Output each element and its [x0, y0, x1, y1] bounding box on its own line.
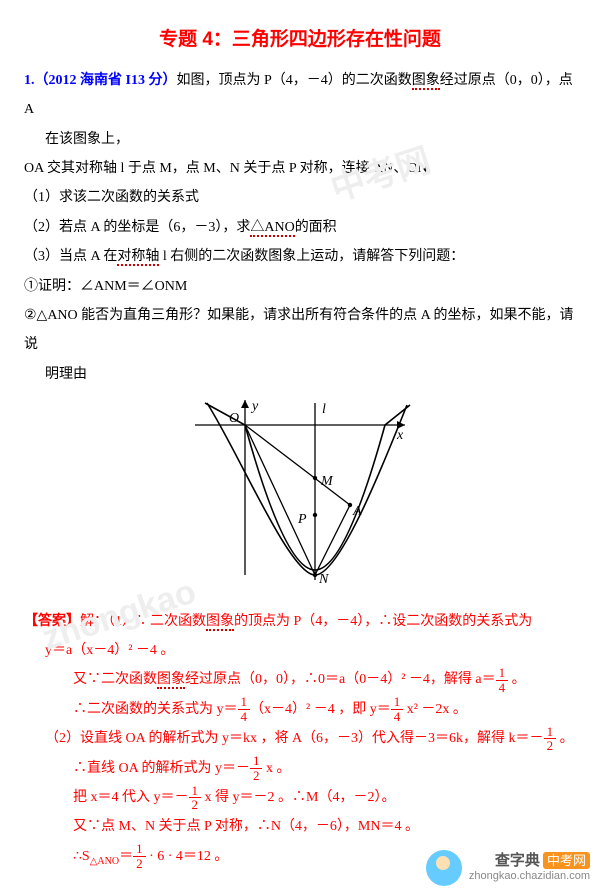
brand: 查字典: [495, 852, 540, 869]
point-n-label: N: [318, 572, 329, 585]
fraction: 12: [189, 784, 202, 812]
text-underlined: 对称轴: [117, 249, 159, 266]
parabola-diagram: y l O x M P A N: [185, 395, 415, 585]
text: 把 x＝4 代入 y＝－: [73, 790, 189, 805]
point-a-label: A: [352, 504, 362, 519]
text: （x－4）² －4 ，即 y＝: [250, 702, 391, 717]
problem-line: 在该图象上，: [24, 125, 576, 154]
site-watermark: 查字典 中考网 zhongkao.chazidian.com: [426, 850, 590, 886]
text: 又∵二次函数: [73, 672, 157, 687]
problem-sub1: ①证明：∠ANM＝∠ONM: [24, 272, 576, 301]
mascot-icon: [426, 850, 462, 886]
answer-line: ∴二次函数的关系式为 y＝14（x－4）² －4 ，即 y＝14 x² －2x …: [24, 695, 576, 724]
fraction: 14: [496, 666, 509, 694]
text: x 。: [262, 761, 290, 776]
text: l 右侧的二次函数图象上运动，请解答下列问题：: [159, 249, 464, 264]
fraction: 14: [391, 695, 404, 723]
problem-q3: （3）当点 A 在对称轴 l 右侧的二次函数图象上运动，请解答下列问题：: [24, 242, 576, 271]
text: ∴S: [73, 849, 90, 864]
answer-label: 【答案】: [24, 614, 80, 629]
text: ∴直线 OA 的解析式为 y＝－: [73, 761, 250, 776]
answer-line: y＝a（x－4）² －4 。: [24, 636, 576, 665]
text: x² －2x 。: [403, 702, 467, 717]
answer-line: 【答案】解：（1）∵二次函数图象的顶点为 P（4，－4），∴设二次函数的关系式为: [24, 607, 576, 636]
axis-y-label: y: [250, 399, 259, 414]
axis-l-label: l: [322, 402, 326, 417]
brand-sub: 中考网: [543, 852, 590, 869]
axis-x-label: x: [396, 428, 404, 443]
answer-line: 又∵点 M、N 关于点 P 对称，∴N（4，－6），MN＝4 。: [24, 812, 576, 841]
origin-label: O: [229, 411, 239, 426]
text: 。: [508, 672, 526, 687]
problem-q1: （1）求该二次函数的关系式: [24, 183, 576, 212]
text-underlined: 图象: [412, 73, 440, 90]
answer-line: ∴直线 OA 的解析式为 y＝－12 x 。: [24, 754, 576, 783]
fraction: 12: [250, 754, 263, 782]
text-sub: △ANO: [90, 856, 119, 867]
answer-line: 把 x＝4 代入 y＝－12 x 得 y＝－2 。∴M（4，－2）。: [24, 783, 576, 812]
fraction: 12: [544, 725, 557, 753]
point-m-label: M: [320, 474, 334, 489]
text: 的顶点为 P（4，－4），∴设二次函数的关系式为: [234, 614, 532, 629]
text: ∴二次函数的关系式为 y＝: [73, 702, 238, 717]
page-title: 专题 4：三角形四边形存在性问题: [24, 20, 576, 60]
problem-line: OA 交其对称轴 l 于点 M，点 M、N 关于点 P 对称，连接 AN、ON: [24, 154, 576, 183]
fraction: 12: [133, 842, 146, 870]
text: （2）若点 A 的坐标是（6，－3），求: [24, 220, 250, 235]
fraction: 14: [238, 695, 251, 723]
text: 解：（1）∵二次函数: [80, 614, 206, 629]
text: ＝: [119, 849, 133, 864]
problem-sub2a: ②△ANO 能否为直角三角形？如果能，请求出所有符合条件的点 A 的坐标，如果不…: [24, 301, 576, 360]
problem-sub2b: 明理由: [24, 360, 576, 389]
brand-url: zhongkao.chazidian.com: [469, 870, 590, 882]
text: 的面积: [295, 220, 337, 235]
text-underlined: △ANO: [250, 220, 294, 237]
problem-q2: （2）若点 A 的坐标是（6，－3），求△ANO的面积: [24, 213, 576, 242]
answer-line: 又∵二次函数图象经过原点（0，0），∴0＝a（0－4）² －4，解得 a＝14 …: [24, 665, 576, 694]
text: x 得 y＝－2 。∴M（4，－2）。: [201, 790, 395, 805]
text: （3）当点 A 在: [24, 249, 117, 264]
point-p-label: P: [297, 512, 307, 527]
text: 经过原点（0，0），∴0＝a（0－4）² －4，解得 a＝: [185, 672, 496, 687]
text: 。: [556, 731, 574, 746]
problem-line: 1.（2012 海南省 I13 分）如图，顶点为 P（4，－4）的二次函数图象经…: [24, 66, 576, 125]
problem-source: 1.（2012 海南省 I13 分）: [24, 73, 176, 88]
figure: y l O x M P A N: [24, 395, 576, 596]
text-underlined: 图象: [206, 614, 234, 631]
text: 如图，顶点为 P（4，－4）的二次函数: [176, 73, 411, 88]
answer-line: （2）设直线 OA 的解析式为 y＝kx ，将 A（6，－3）代入得－3＝6k，…: [24, 724, 576, 753]
text: · 6 · 4＝12 。: [146, 849, 229, 864]
text-underlined: 图象: [157, 672, 185, 689]
text: （2）设直线 OA 的解析式为 y＝kx ，将 A（6，－3）代入得－3＝6k，…: [45, 731, 544, 746]
